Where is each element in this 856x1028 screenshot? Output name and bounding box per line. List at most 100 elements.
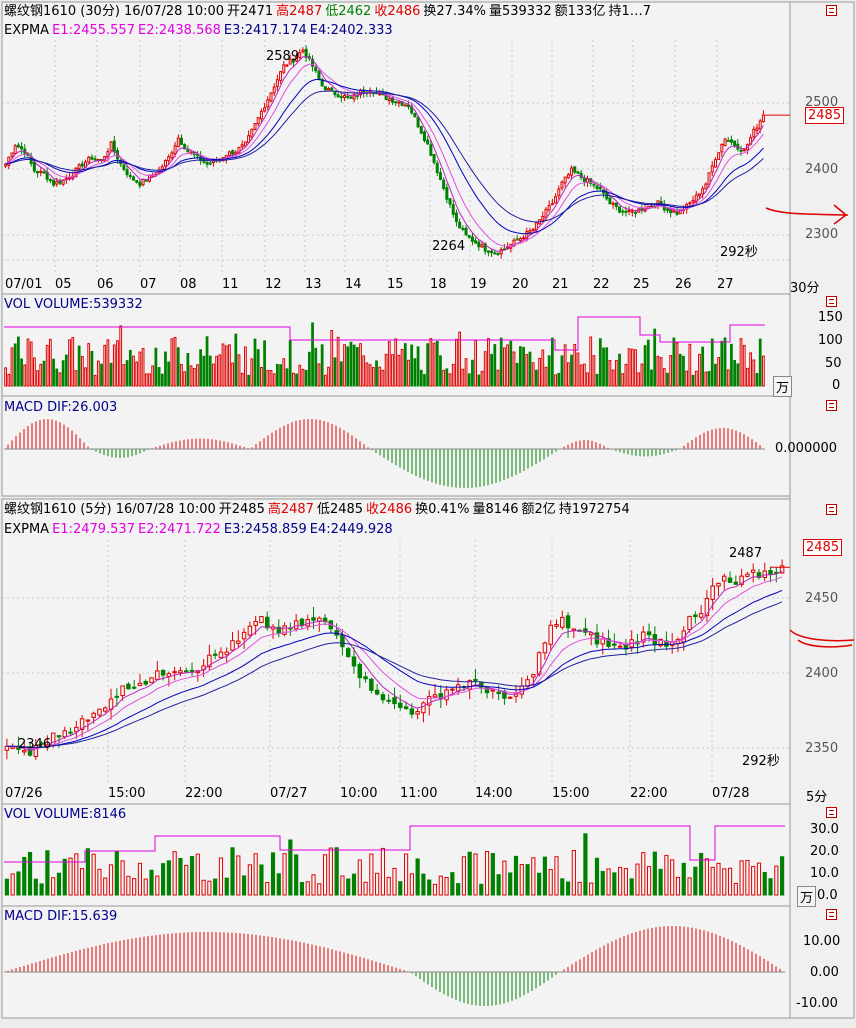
top-candle (128, 174, 132, 177)
bottom-vol-bar (594, 857, 600, 896)
bottom-candle (374, 689, 380, 695)
top-macd-label: MACD DIF:26.003 (4, 400, 118, 415)
top-vol-close-icon[interactable] (826, 296, 837, 307)
top-vol-bar (669, 355, 673, 387)
bottom-vol-bar (166, 860, 171, 896)
top-vol-bar (688, 343, 692, 387)
bottom-vol-bar (589, 882, 594, 896)
top-candle (279, 71, 283, 81)
top-vol-bar (132, 355, 135, 387)
top-candle (582, 177, 586, 182)
bottom-vol-bar (403, 853, 409, 896)
top-candle (263, 107, 267, 112)
bottom-expma-legend: EXPMA E1:2479.537 E2:2471.722 E3:2458.859 E4… (4, 522, 396, 538)
bottom-amount: 额2亿 (521, 502, 556, 517)
top-candle (327, 88, 331, 91)
top-vol-bar (250, 358, 254, 387)
bottom-vol-bar (542, 856, 548, 896)
top-x-tick: 07/01 (5, 277, 43, 292)
top-candle (432, 153, 436, 163)
bottom-candle (340, 634, 345, 648)
top-vol-bar (346, 346, 350, 387)
top-candle (234, 151, 238, 155)
bottom-x-tick: 14:00 (475, 786, 513, 801)
top-candle (515, 238, 519, 241)
top-candle (240, 144, 244, 148)
bottom-candle (617, 645, 623, 648)
top-candle (208, 162, 212, 165)
top-candle (42, 171, 46, 174)
top-x-tick: 25 (633, 277, 650, 292)
top-candle (531, 228, 535, 232)
bottom-vol-bar (16, 871, 21, 896)
top-vol-bar (730, 343, 733, 387)
top-vol-bar (381, 369, 385, 387)
top-x-tick: 15 (387, 277, 404, 292)
top-expma-line-1 (5, 56, 764, 252)
top-candle (557, 188, 561, 197)
top-vol-bar (32, 357, 36, 387)
bottom-vol-bar (114, 851, 119, 896)
top-candle (80, 163, 84, 167)
top-vol-bar (237, 354, 241, 387)
bottom-vol-bar (253, 853, 258, 896)
bottom-candle (264, 616, 270, 629)
bottom-vol-bar (369, 853, 374, 896)
top-vol-bar (371, 367, 375, 387)
top-candle (506, 246, 510, 249)
top-vol-bar (330, 330, 334, 387)
top-vol-bar (234, 333, 238, 387)
bottom-candle (525, 679, 530, 687)
top-vol-bar (579, 364, 583, 387)
bottom-candle (710, 585, 715, 600)
bottom-vol-bar (762, 871, 767, 896)
bottom-vol-tick: 20.0 (810, 844, 839, 859)
top-vol-bar (10, 347, 14, 387)
top-candle (291, 59, 295, 63)
bottom-vol-bar (236, 855, 241, 896)
bottom-quote-header: 螺纹钢1610 (5分) 16/07/28 10:00 开2485 高2487 低24… (4, 502, 633, 518)
bottom-vol-bar (27, 851, 33, 896)
top-close-icon[interactable] (826, 5, 837, 16)
bottom-candle (693, 614, 698, 618)
bottom-vol-bar (484, 851, 490, 896)
bottom-candle (345, 648, 351, 658)
bottom-candle (357, 663, 363, 679)
top-vol-bar (448, 373, 452, 387)
top-quote-header: 螺纹钢1610 (30分) 16/07/28 10:00 开2471 高2487 低2… (4, 4, 654, 20)
bottom-x-tick: 22:00 (630, 786, 668, 801)
top-vol-bar (496, 369, 500, 387)
top-candle (336, 94, 340, 98)
bottom-vol-bar (537, 872, 542, 896)
bottom-candle (542, 642, 548, 654)
top-vol-bar (544, 366, 548, 387)
bottom-expma-e4: E4:2449.928 (309, 522, 393, 537)
top-expma-e1: E1:2455.557 (52, 23, 135, 38)
bottom-vol-bar (623, 868, 628, 896)
top-candle (90, 156, 94, 160)
top-vol-bar (595, 373, 599, 387)
top-vol-bar (659, 357, 663, 387)
top-candle (131, 176, 135, 181)
bottom-vol-bar (149, 869, 154, 896)
bottom-candle (548, 624, 553, 645)
top-vol-bar (167, 361, 171, 387)
top-macd-close-icon[interactable] (826, 400, 837, 411)
bottom-candle (779, 565, 785, 574)
top-vol-bar (653, 328, 657, 387)
bottom-close-icon[interactable] (826, 504, 837, 515)
top-vol-bar (426, 343, 430, 387)
bottom-candle (768, 570, 773, 575)
bottom-candle (571, 628, 577, 631)
bottom-vol-close-icon[interactable] (826, 807, 837, 818)
bottom-candle (22, 750, 27, 753)
bottom-macd-close-icon[interactable] (826, 909, 837, 920)
top-candle (272, 86, 276, 94)
top-vol-bar (301, 368, 305, 387)
bottom-vol-bar (716, 862, 721, 896)
bottom-candle (473, 678, 478, 681)
bottom-candle (143, 680, 148, 685)
bottom-candle (733, 581, 739, 585)
top-vol-bar (336, 336, 340, 387)
